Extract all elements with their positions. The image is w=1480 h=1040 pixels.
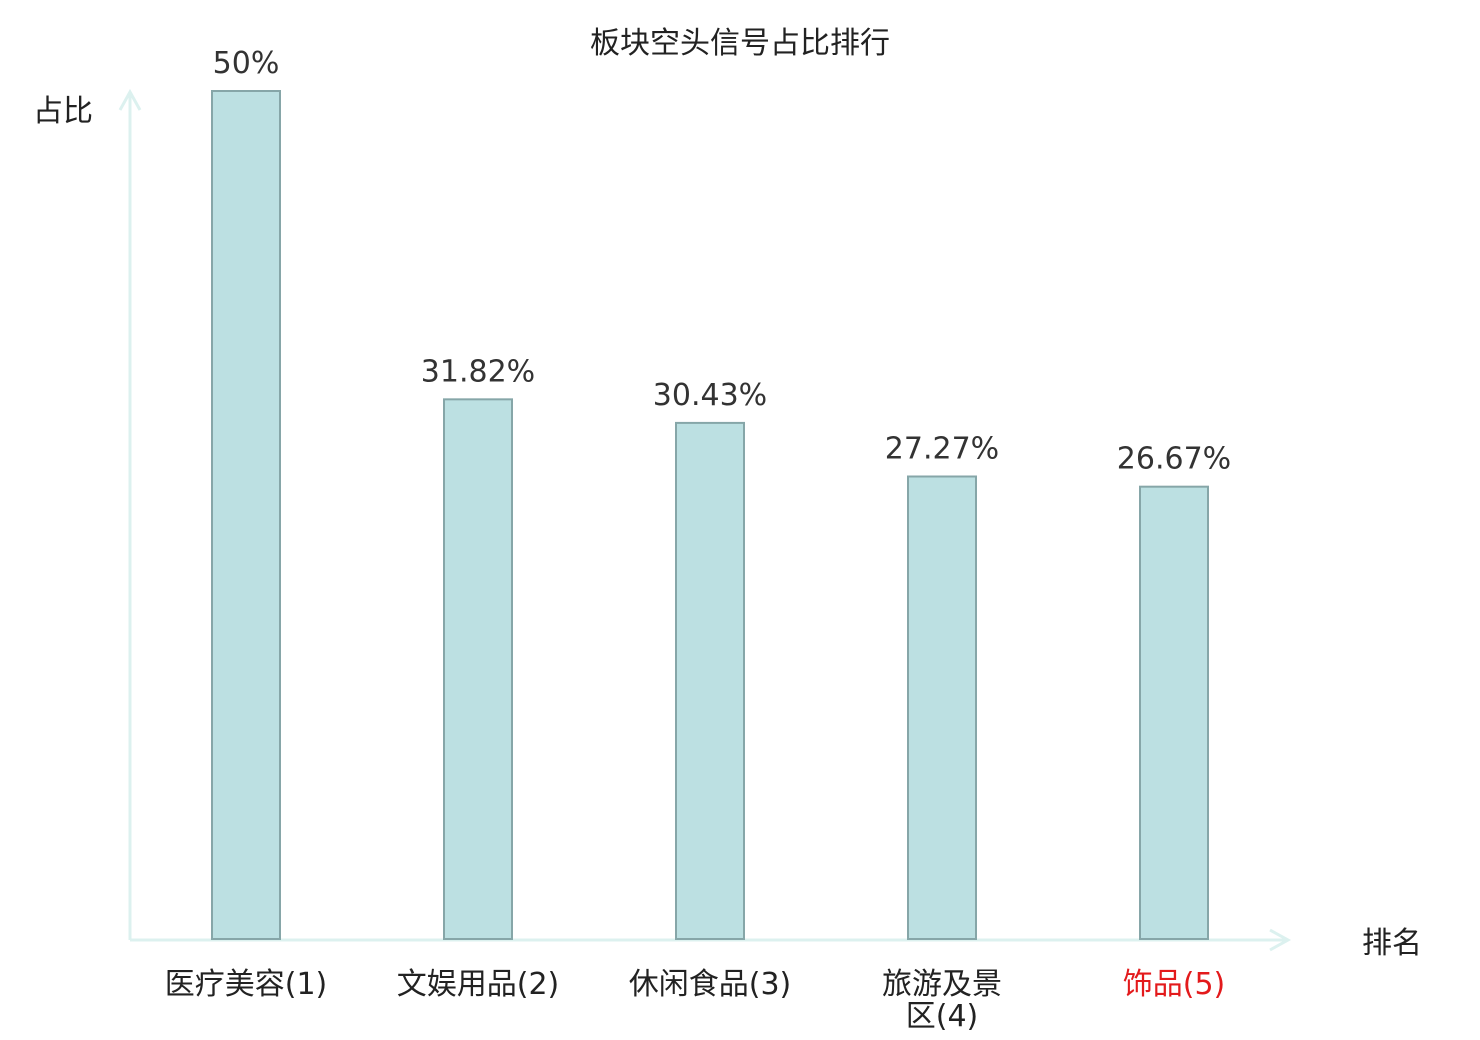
x-axis-arrow xyxy=(1269,928,1292,952)
x-tick-label: 文娱用品(2) xyxy=(397,967,560,1002)
bar-value-label: 31.82% xyxy=(421,354,535,389)
value-labels: 50% 31.82% 30.43% 27.27% 26.67% xyxy=(213,46,1232,477)
x-tick-label: 饰品(5) xyxy=(1123,967,1226,1002)
bar xyxy=(1139,485,1209,940)
chart-title: 板块空头信号占比排行 xyxy=(590,26,890,61)
bar xyxy=(675,421,745,940)
category-labels: 医疗美容(1) 文娱用品(2) 休闲食品(3) 旅游及景区(4) 饰品(5) xyxy=(165,967,1226,1034)
x-tick-label: 医疗美容(1) xyxy=(165,967,328,1002)
y-axis-label: 占比 xyxy=(33,94,93,129)
bar xyxy=(907,475,977,940)
bar-value-label: 50% xyxy=(213,46,280,81)
bar-value-label: 27.27% xyxy=(885,432,999,467)
bar xyxy=(443,398,513,940)
bar-value-label: 30.43% xyxy=(653,378,767,413)
bar-value-label: 26.67% xyxy=(1117,442,1231,477)
bar xyxy=(211,90,281,940)
y-axis-arrow xyxy=(118,88,142,111)
x-tick-label: 旅游及景区(4) xyxy=(882,967,1002,1034)
bar-series xyxy=(211,90,1209,940)
x-axis-label: 排名 xyxy=(1362,926,1422,961)
x-tick-label: 休闲食品(3) xyxy=(629,967,792,1002)
